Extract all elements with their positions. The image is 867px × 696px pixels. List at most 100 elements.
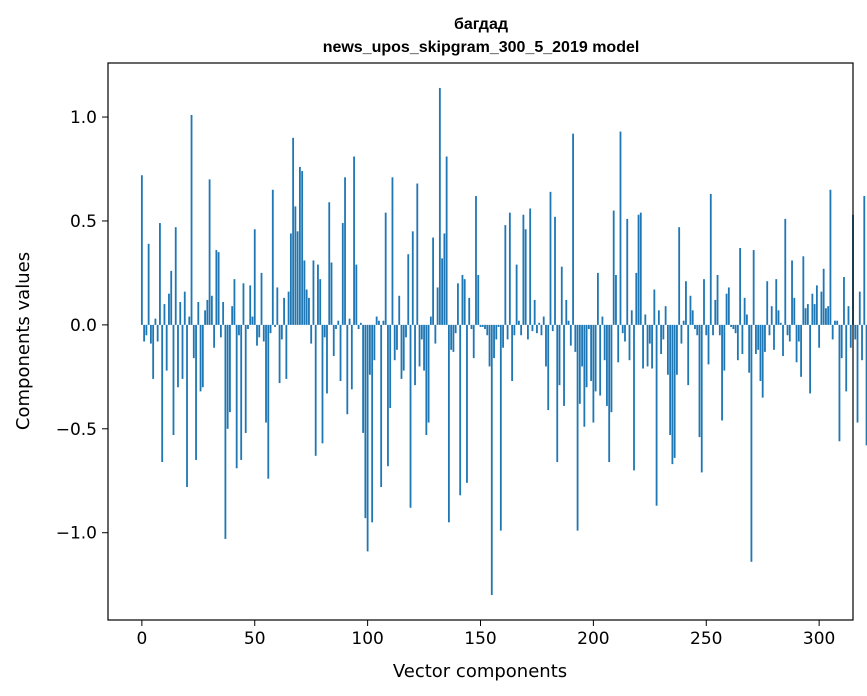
bar-111	[391, 177, 394, 325]
bar-80	[321, 324, 324, 444]
bar-186	[560, 266, 563, 325]
bar-142	[461, 274, 464, 325]
bar-110	[389, 324, 392, 408]
bar-30	[208, 179, 211, 325]
bar-238	[678, 227, 681, 325]
x-tick-label: 200	[577, 629, 609, 649]
bar-244	[691, 310, 694, 325]
bar-54	[262, 324, 265, 342]
bar-218	[633, 324, 635, 471]
bar-269	[748, 324, 751, 373]
bar-3	[147, 243, 150, 325]
bar-158	[497, 324, 500, 327]
bar-247	[698, 324, 701, 438]
bar-81	[323, 324, 326, 338]
bar-88	[339, 324, 342, 381]
bar-168	[520, 324, 523, 336]
bar-289	[793, 297, 796, 325]
bar-146	[470, 324, 473, 330]
bar-49	[251, 316, 254, 325]
bar-271	[752, 250, 755, 325]
bar-132	[438, 87, 441, 325]
bar-6	[154, 318, 157, 325]
bar-62	[280, 324, 283, 340]
bar-42	[235, 324, 238, 469]
bar-206	[606, 324, 608, 406]
bar-10	[163, 304, 166, 325]
bar-235	[671, 324, 674, 465]
bar-84	[330, 262, 333, 325]
bar-162	[506, 324, 509, 340]
bar-58	[271, 189, 274, 325]
y-tick-label: −1.0	[56, 524, 97, 544]
bar-308	[836, 320, 839, 325]
bar-171	[527, 324, 529, 340]
bar-55	[265, 324, 267, 423]
bar-236	[673, 324, 676, 458]
y-tick-label: 0.0	[70, 316, 97, 336]
bar-83	[328, 202, 331, 325]
bar-285	[784, 218, 787, 325]
bar-303	[825, 308, 827, 325]
bar-77	[314, 324, 317, 456]
bar-253	[712, 324, 714, 336]
bar-309	[838, 324, 841, 442]
bar-276	[764, 324, 766, 352]
bar-152	[484, 324, 486, 330]
bar-123	[418, 324, 421, 367]
bar-17	[179, 302, 182, 325]
bar-72	[303, 260, 306, 325]
bar-65	[287, 291, 290, 325]
bar-180	[547, 324, 550, 411]
bar-36	[222, 302, 225, 325]
bar-46	[244, 324, 247, 433]
bar-175	[536, 324, 538, 334]
bar-69	[296, 231, 299, 325]
bar-278	[768, 324, 771, 336]
bar-74	[308, 297, 310, 325]
bar-114	[398, 295, 401, 325]
bar-148	[475, 196, 477, 325]
bar-28	[204, 310, 206, 325]
bar-66	[289, 233, 292, 325]
bar-293	[802, 256, 805, 325]
bar-122	[416, 183, 419, 325]
bar-191	[572, 133, 574, 325]
bar-314	[849, 324, 852, 348]
bar-64	[285, 324, 288, 379]
bar-24	[195, 324, 197, 460]
bar-296	[809, 324, 812, 394]
bar-29	[206, 299, 209, 325]
bar-73	[305, 289, 308, 325]
bar-50	[253, 229, 256, 325]
bar-262	[732, 324, 735, 330]
bar-19	[183, 291, 186, 325]
bar-107	[382, 320, 385, 325]
bar-200	[592, 324, 595, 423]
bar-27	[201, 324, 204, 388]
bar-105	[378, 320, 380, 325]
bar-159	[499, 324, 502, 531]
bar-197	[585, 324, 588, 388]
bar-287	[788, 324, 791, 342]
bar-163	[508, 212, 511, 325]
bar-202	[596, 272, 599, 325]
bar-222	[642, 324, 644, 369]
bar-143	[463, 279, 466, 325]
bar-20	[186, 324, 188, 487]
bar-264	[736, 324, 739, 361]
bar-268	[745, 314, 748, 325]
bar-13	[170, 270, 173, 325]
bar-33	[215, 250, 218, 325]
bar-115	[400, 324, 403, 379]
bar-176	[538, 322, 541, 325]
bar-43	[238, 324, 240, 336]
bar-150	[479, 324, 482, 327]
bar-201	[594, 324, 597, 392]
bar-101	[368, 324, 371, 375]
bar-32	[213, 324, 216, 348]
bar-70	[298, 166, 301, 325]
bar-280	[773, 324, 775, 350]
y-axis-label: Components values	[13, 252, 34, 430]
bar-144	[466, 324, 468, 483]
